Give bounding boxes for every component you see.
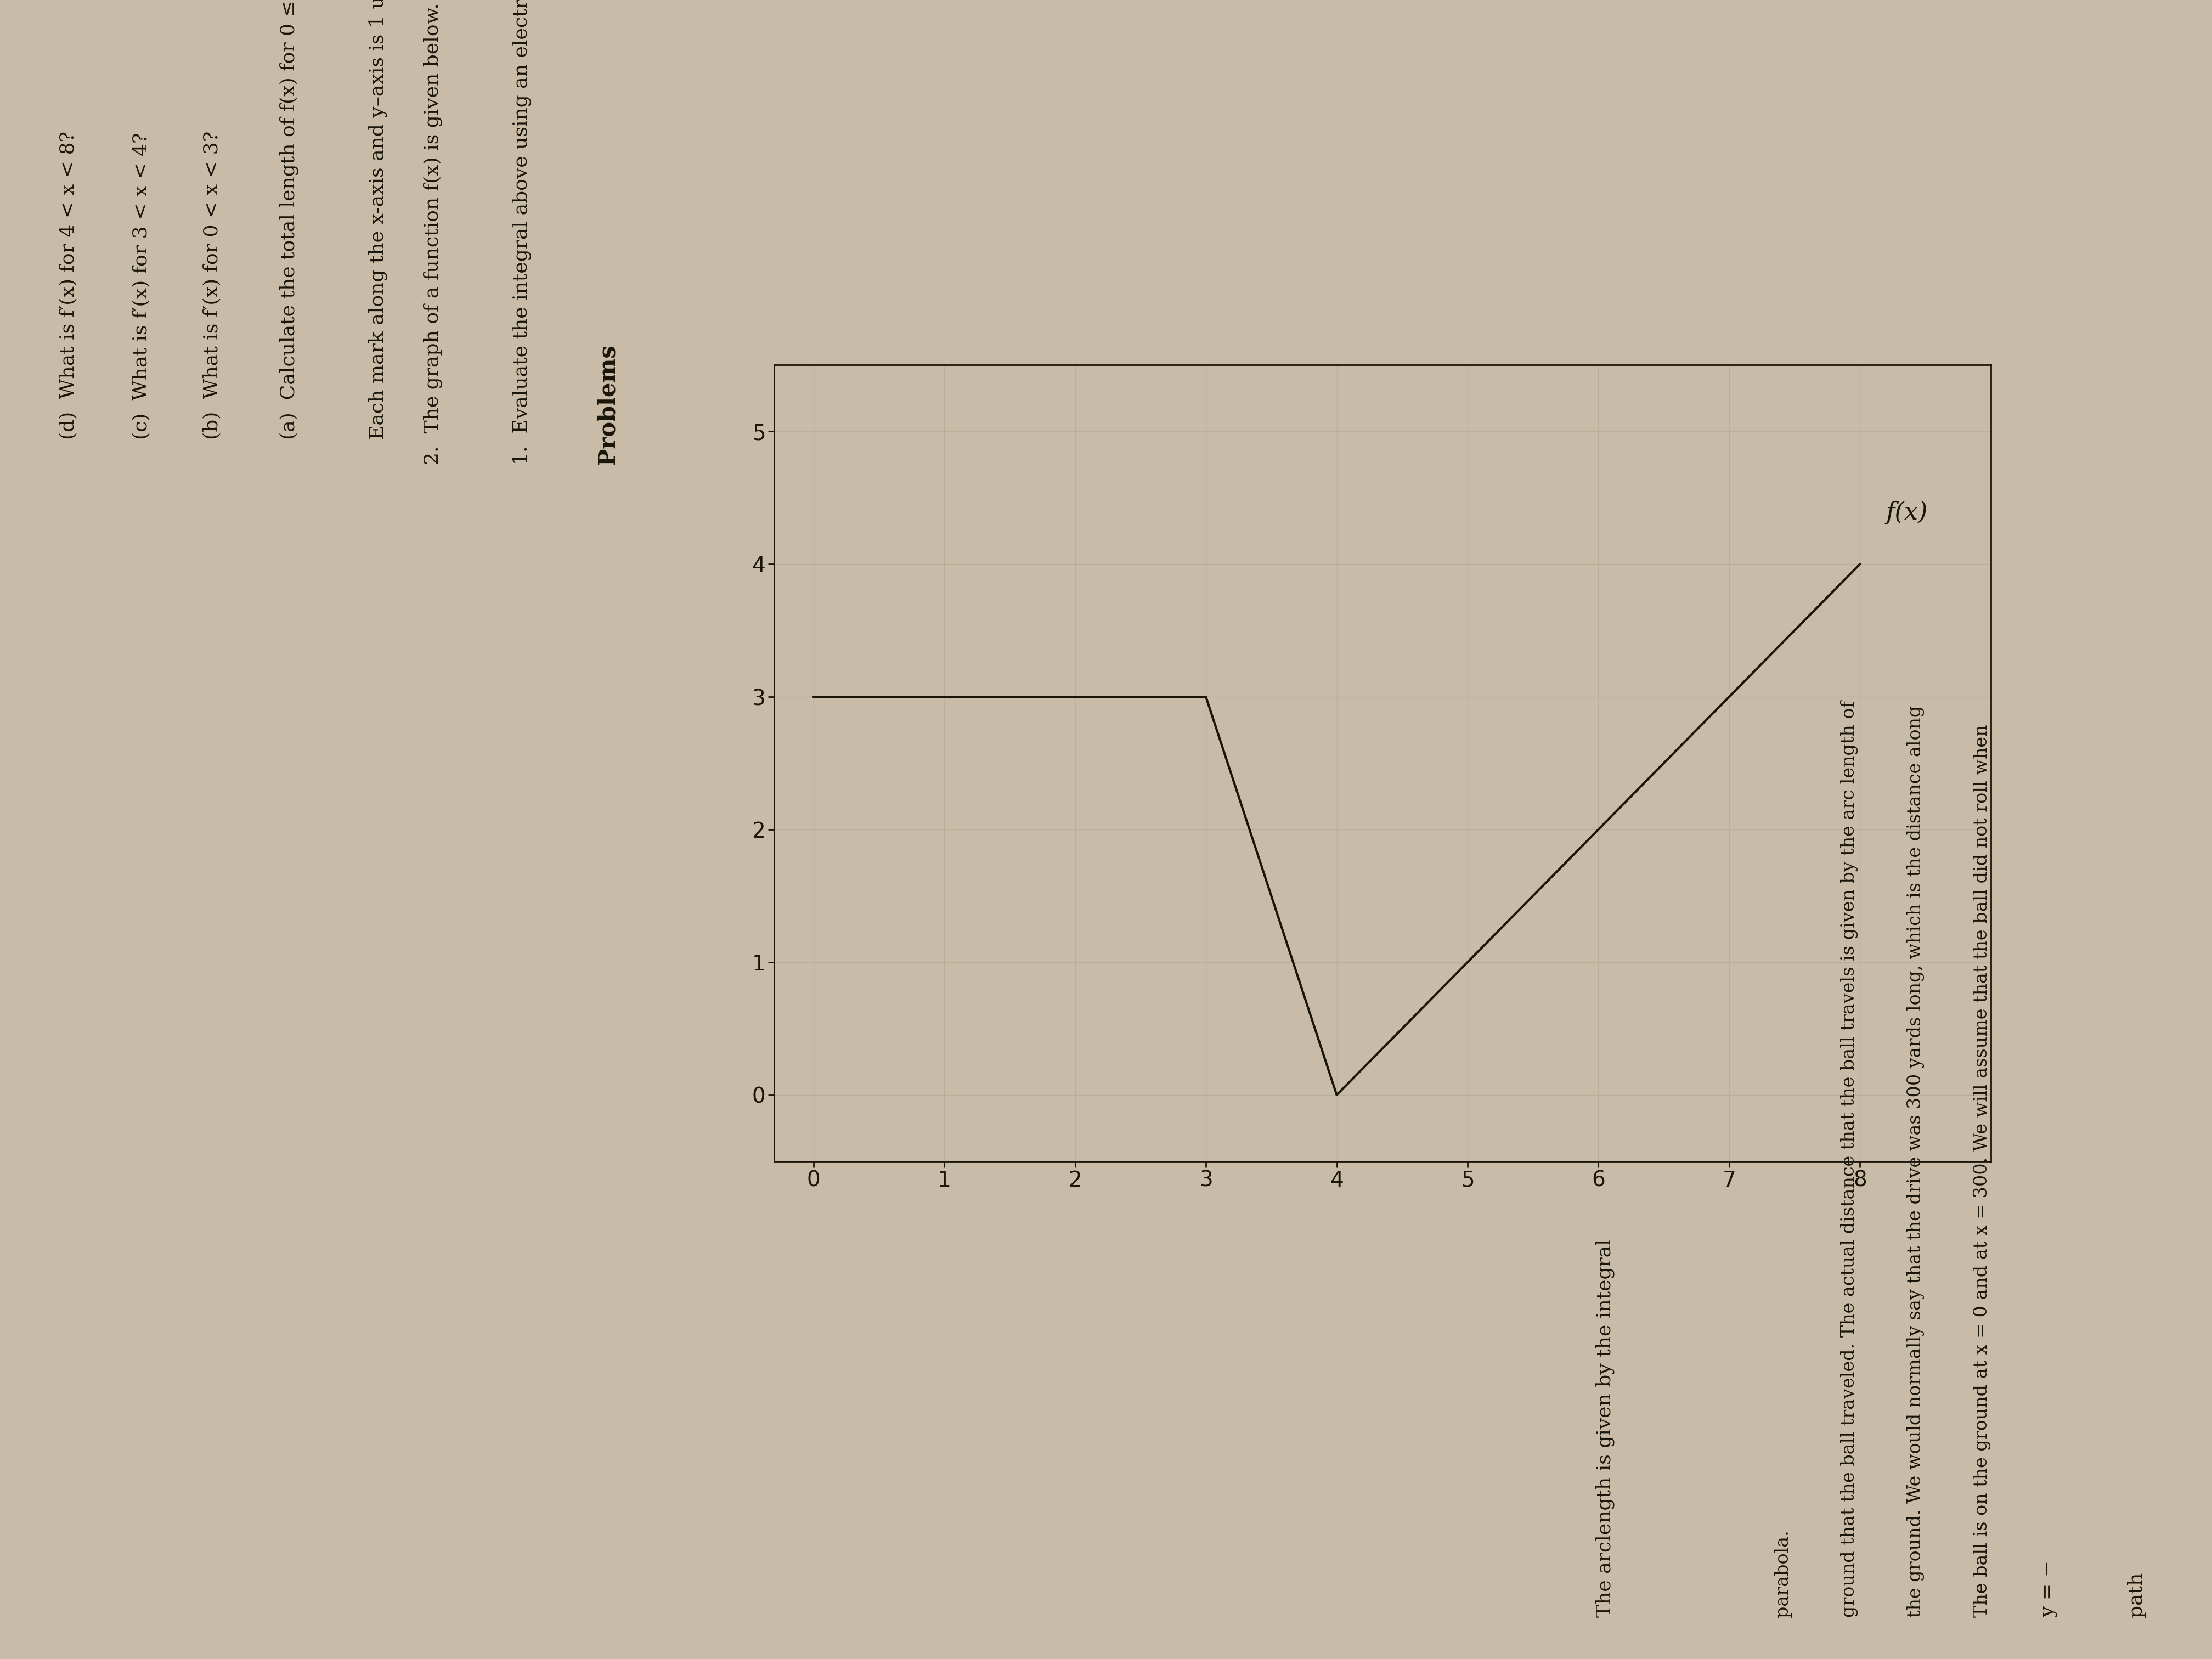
- Text: (b)  What is f′(x) for 0 < x < 3?: (b) What is f′(x) for 0 < x < 3?: [204, 131, 221, 465]
- Text: f(x): f(x): [1887, 501, 1929, 524]
- Text: Problems: Problems: [597, 343, 619, 465]
- Text: the ground. We would normally say that the drive was 300 yards long, which is th: the ground. We would normally say that t…: [1907, 705, 1924, 1618]
- Text: 1.  Evaluate the integral above using an electronic device. How far did the ball: 1. Evaluate the integral above using an …: [511, 0, 531, 465]
- Text: parabola.: parabola.: [1774, 1530, 1792, 1618]
- Text: path: path: [2128, 1573, 2146, 1618]
- Text: The ball is on the ground at x = 0 and at x = 300. We will assume that the ball : The ball is on the ground at x = 0 and a…: [1973, 725, 1991, 1618]
- Text: ground that the ball traveled. The actual distance that the ball travels is give: ground that the ball traveled. The actua…: [1840, 702, 1858, 1618]
- Text: (a)  Calculate the total length of f(x) for 0 ≤ x ≤ 8.: (a) Calculate the total length of f(x) f…: [279, 0, 299, 465]
- Text: The arclength is given by the integral: The arclength is given by the integral: [1595, 1239, 1615, 1618]
- Text: (c)  What is f′(x) for 3 < x < 4?: (c) What is f′(x) for 3 < x < 4?: [133, 133, 150, 465]
- Text: 2.  The graph of a function f(x) is given below. It consists of three line segme: 2. The graph of a function f(x) is given…: [422, 0, 442, 465]
- Text: Each mark along the x-axis and y–axis is 1 unit.: Each mark along the x-axis and y–axis is…: [367, 0, 387, 465]
- Text: (d)  What is f′(x) for 4 < x < 8?: (d) What is f′(x) for 4 < x < 8?: [60, 131, 77, 465]
- Text: y = −: y = −: [2039, 1561, 2057, 1618]
